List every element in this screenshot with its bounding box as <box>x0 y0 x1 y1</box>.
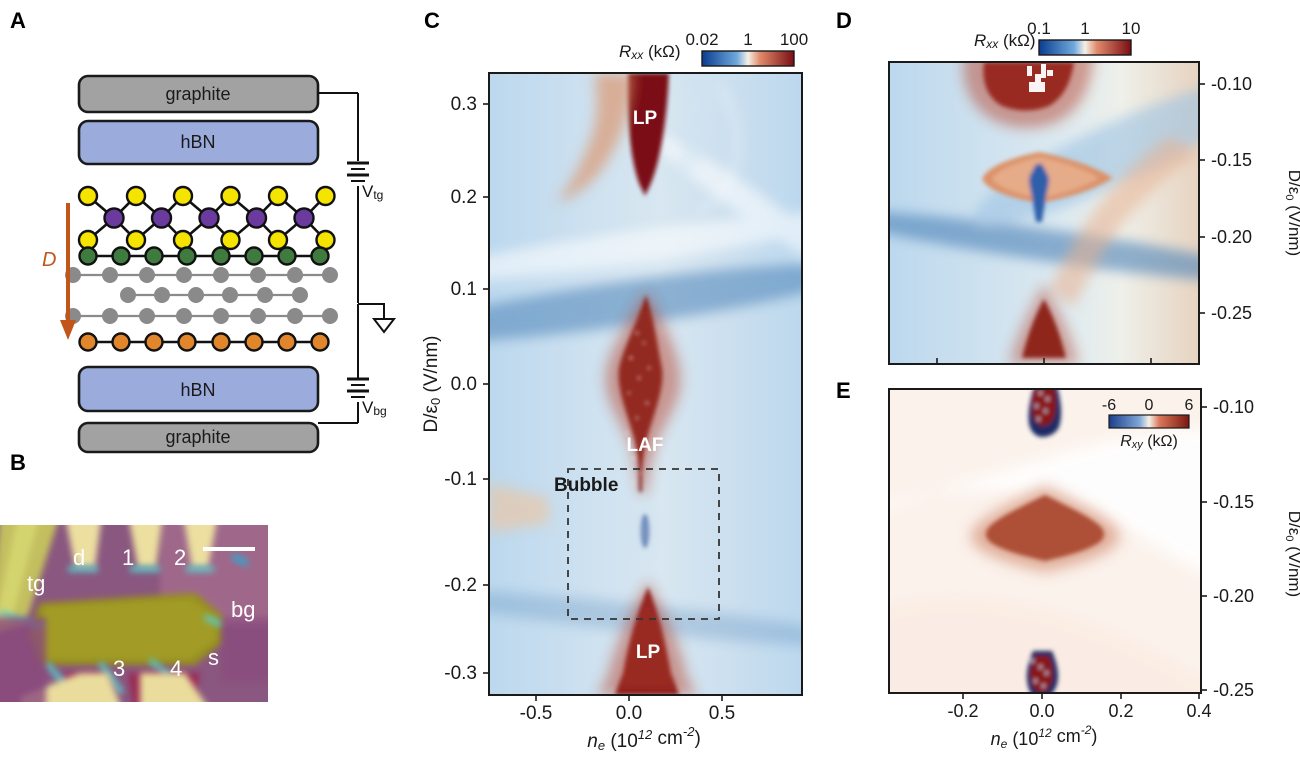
svg-text:-0.15: -0.15 <box>1211 150 1252 170</box>
svg-text:0.5: 0.5 <box>709 703 735 724</box>
svg-text:Bubble: Bubble <box>554 475 618 496</box>
svg-text:0.3: 0.3 <box>451 94 477 115</box>
svg-text:hBN: hBN <box>180 380 215 400</box>
svg-text:-0.20: -0.20 <box>1211 227 1252 247</box>
svg-text:Vtg: Vtg <box>362 182 383 202</box>
svg-text:ne (1012 cm-2): ne (1012 cm-2) <box>991 723 1098 751</box>
svg-text:0.02: 0.02 <box>685 30 718 49</box>
svg-text:10: 10 <box>1122 19 1141 38</box>
svg-text:0.4: 0.4 <box>1186 701 1211 721</box>
svg-text:-0.15: -0.15 <box>1213 492 1254 512</box>
svg-text:2: 2 <box>174 545 186 570</box>
svg-text:d: d <box>73 545 85 570</box>
svg-text:0.0: 0.0 <box>616 703 642 724</box>
svg-text:-0.25: -0.25 <box>1213 680 1254 700</box>
svg-text:0.0: 0.0 <box>1029 701 1054 721</box>
svg-text:1: 1 <box>1080 19 1089 38</box>
svg-text:100: 100 <box>780 30 808 49</box>
svg-text:1: 1 <box>743 30 752 49</box>
svg-text:-0.10: -0.10 <box>1211 74 1252 94</box>
svg-text:-0.1: -0.1 <box>444 469 477 490</box>
svg-text:6: 6 <box>1185 397 1194 414</box>
svg-text:-6: -6 <box>1102 397 1116 414</box>
svg-text:Vbg: Vbg <box>362 398 387 418</box>
svg-text:D/ε0 (V/nm): D/ε0 (V/nm) <box>421 336 443 433</box>
svg-text:0: 0 <box>1145 397 1154 414</box>
svg-text:tg: tg <box>27 571 45 596</box>
svg-text:3: 3 <box>113 656 125 681</box>
svg-text:-0.2: -0.2 <box>444 575 477 596</box>
svg-text:-0.2: -0.2 <box>947 701 978 721</box>
svg-text:-0.25: -0.25 <box>1211 303 1252 323</box>
svg-text:LP: LP <box>633 108 658 129</box>
svg-text:D/ε0 (V/nm): D/ε0 (V/nm) <box>1283 511 1300 597</box>
svg-text:1: 1 <box>122 545 134 570</box>
svg-text:0.1: 0.1 <box>1027 19 1051 38</box>
svg-text:-0.5: -0.5 <box>520 703 553 724</box>
svg-text:hBN: hBN <box>180 132 215 152</box>
svg-text:s: s <box>208 645 219 670</box>
svg-text:LAF: LAF <box>627 435 664 456</box>
svg-text:0.2: 0.2 <box>1108 701 1133 721</box>
svg-text:bg: bg <box>231 597 255 622</box>
svg-text:-0.10: -0.10 <box>1213 397 1254 417</box>
svg-text:Rxx (kΩ): Rxx (kΩ) <box>619 42 681 62</box>
svg-text:graphite: graphite <box>165 84 230 104</box>
svg-text:ne (1012 cm-2): ne (1012 cm-2) <box>587 724 701 753</box>
svg-text:Rxy (kΩ): Rxy (kΩ) <box>1120 433 1178 451</box>
svg-text:-0.3: -0.3 <box>444 663 477 684</box>
svg-text:0.0: 0.0 <box>451 374 477 395</box>
svg-text:graphite: graphite <box>165 427 230 447</box>
svg-text:0.1: 0.1 <box>451 279 477 300</box>
svg-text:LP: LP <box>636 642 661 663</box>
svg-text:D: D <box>42 249 56 271</box>
svg-text:D/ε0 (V/nm): D/ε0 (V/nm) <box>1283 170 1300 256</box>
svg-text:0.2: 0.2 <box>451 187 477 208</box>
svg-text:-0.20: -0.20 <box>1213 586 1254 606</box>
svg-text:4: 4 <box>170 656 182 681</box>
